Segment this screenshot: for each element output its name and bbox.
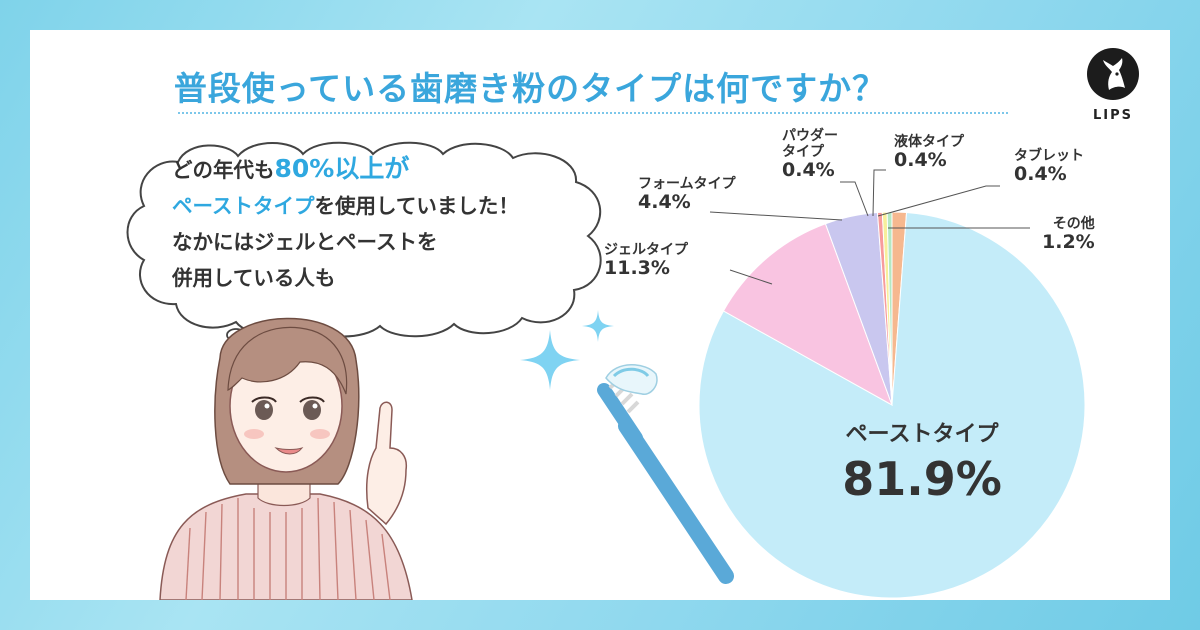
bubble-line3: なかにはジェルとペーストを: [172, 230, 438, 254]
pie-leader-lines: [709, 169, 1030, 285]
bubble-line1-pre: どの年代も: [172, 158, 275, 182]
logo-text: LIPS: [1092, 108, 1133, 123]
pie-label-powder-name1: パウダー: [782, 128, 838, 144]
page-title: 普段使っている歯磨き粉のタイプは何ですか？: [173, 69, 887, 108]
pie-label-paste: ペーストタイプ 81.9%: [822, 422, 1022, 506]
woman-illustration: [159, 317, 413, 600]
pie-label-gel: ジェルタイプ 11.3%: [604, 242, 688, 280]
pie-slices: [698, 211, 1086, 599]
pie-label-foam-name: フォームタイプ: [638, 176, 736, 192]
pie-label-powder: パウダー タイプ 0.4%: [782, 128, 838, 182]
leader-line-gel: [729, 269, 773, 285]
leader-line-tablet: [877, 185, 1000, 217]
pie-slice-gel: [722, 223, 893, 407]
pie-label-other-pct: 1.2%: [1042, 231, 1095, 254]
pie-label-liquid-pct: 0.4%: [894, 149, 947, 172]
pie-label-paste-pct: 81.9%: [842, 452, 1002, 507]
pie-chart: [698, 169, 1086, 599]
bubble-line2-highlight: ペーストタイプ: [172, 194, 315, 218]
pie-label-paste-name: ペーストタイプ: [845, 422, 999, 447]
bubble-line4: 併用している人も: [172, 266, 336, 290]
bubble-line2-post: を使用していました！: [314, 194, 519, 218]
bubble-line1-highlight: 80%以上が: [274, 154, 410, 183]
bubble-text: どの年代も80%以上が ペーストタイプを使用していました！ なかにはジェルとペー…: [172, 151, 612, 296]
pie-label-liquid-name: 液体タイプ: [894, 134, 964, 150]
pie-label-gel-pct: 11.3%: [604, 257, 670, 280]
title-divider: [178, 112, 1008, 114]
pie-label-other: その他 1.2%: [1042, 216, 1095, 254]
pie-label-tablet-pct: 0.4%: [1014, 163, 1067, 186]
pie-label-tablet: タブレット 0.4%: [1014, 148, 1084, 186]
sparkle-icon: [520, 310, 614, 390]
pie-label-foam-pct: 4.4%: [638, 191, 691, 214]
leader-line-powder: [840, 181, 869, 217]
pie-label-foam: フォームタイプ 4.4%: [638, 176, 736, 214]
pie-label-powder-pct: 0.4%: [782, 159, 835, 182]
pie-label-liquid: 液体タイプ 0.4%: [894, 134, 964, 172]
lips-logo: LIPS: [1078, 46, 1148, 123]
pie-label-gel-name: ジェルタイプ: [604, 242, 688, 258]
leader-line-foam: [709, 211, 843, 221]
pie-label-other-name: その他: [1052, 216, 1095, 232]
deer-logo-icon: [1087, 48, 1139, 100]
toothbrush-icon: [597, 364, 734, 584]
pie-label-powder-name2: タイプ: [782, 144, 824, 161]
infographic-card: 普段使っている歯磨き粉のタイプは何ですか？ LIPS どの年代も80%以上が ペ…: [30, 30, 1170, 600]
pie-label-tablet-name: タブレット: [1014, 148, 1084, 164]
leader-line-liquid: [872, 169, 886, 217]
